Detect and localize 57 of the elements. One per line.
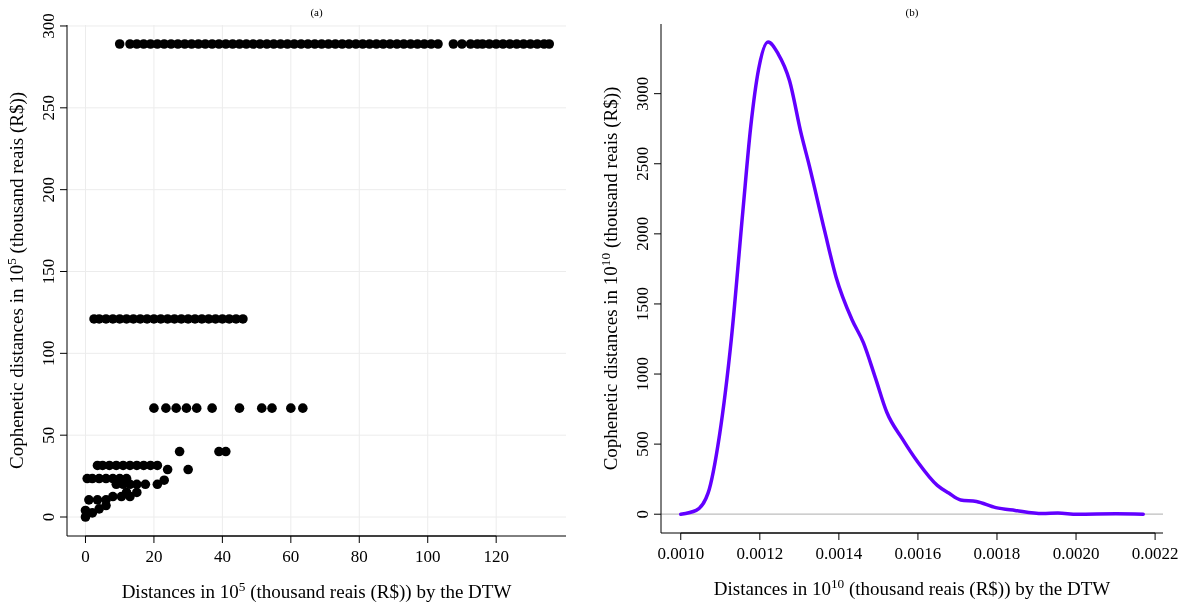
x-tick-label: 0.0022 [1131, 544, 1179, 563]
x-tick-label: 0.0020 [1052, 544, 1100, 563]
point [238, 314, 248, 324]
y-tick-label: 0 [39, 512, 58, 522]
x-tick-label: 0.0016 [894, 544, 942, 563]
point [181, 403, 192, 413]
point [149, 403, 159, 413]
point [159, 475, 169, 485]
point [152, 479, 163, 490]
x-tick-label: 60 [282, 547, 300, 566]
point [161, 403, 171, 413]
point [84, 495, 94, 505]
x-tick-label: 100 [414, 547, 441, 566]
point [171, 403, 181, 413]
y-tick-label: 0 [633, 509, 652, 519]
point [207, 403, 217, 413]
point [221, 446, 231, 457]
y-tick-label: 150 [39, 258, 58, 285]
y-tick-label: 3000 [633, 76, 652, 111]
point [286, 403, 296, 413]
y-tick-label: 50 [39, 426, 58, 444]
y-tick-label: 500 [633, 431, 652, 457]
chart-title: (b) [905, 6, 919, 19]
x-tick-label: 0.0012 [736, 544, 784, 563]
y-tick-label: 1000 [633, 357, 652, 392]
point [183, 464, 193, 475]
y-tick-label: 250 [39, 95, 58, 121]
x-tick-label: 0.0010 [657, 544, 705, 563]
y-tick-label: 2500 [633, 146, 652, 181]
x-axis-title: Distances in 10$^{10}$ (thousand reais (R$)) by the DTW [713, 575, 1111, 600]
x-tick-label: 0.0018 [973, 544, 1021, 563]
line-series [679, 40, 1145, 516]
y-tick-label: 1500 [633, 286, 652, 321]
point [125, 491, 135, 502]
x-tick-label: 80 [350, 547, 368, 566]
y-tick-label: 200 [39, 176, 58, 203]
point [108, 491, 118, 502]
point [267, 403, 277, 413]
point [162, 464, 173, 475]
x-tick-label: 20 [145, 547, 163, 566]
y-tick-label: 100 [39, 340, 58, 367]
point [234, 403, 245, 413]
x-tick-label: 0 [81, 547, 90, 566]
x-tick-label: 0.0014 [815, 544, 863, 563]
chart-title: (a) [310, 6, 323, 19]
y-tick-label: 2000 [633, 216, 652, 251]
point [116, 491, 127, 502]
x-tick-label: 120 [483, 547, 509, 566]
point [298, 403, 308, 413]
point [140, 479, 151, 490]
x-axis-title: Distances in 10$^{5}$ (thousand reais (R$)) by the DTW [121, 578, 512, 603]
point [256, 403, 267, 413]
x-tick-label: 40 [213, 547, 231, 566]
point [174, 446, 185, 457]
point [92, 495, 103, 505]
y-tick-label: 300 [39, 13, 58, 39]
point [191, 403, 202, 413]
